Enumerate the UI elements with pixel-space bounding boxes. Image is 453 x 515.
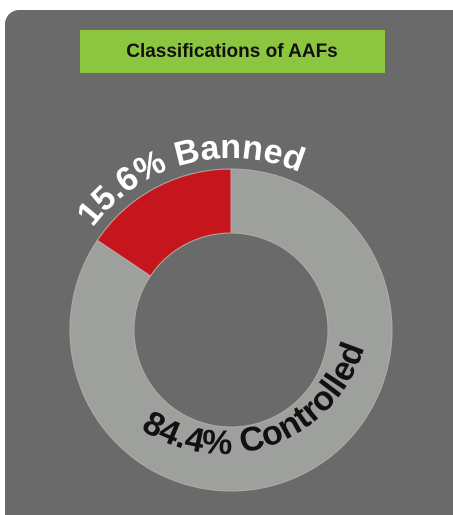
- slices: [69, 168, 393, 492]
- donut-slice: [69, 168, 393, 492]
- chart-title: Classifications of AAFs: [126, 41, 338, 62]
- title-box: [80, 30, 385, 73]
